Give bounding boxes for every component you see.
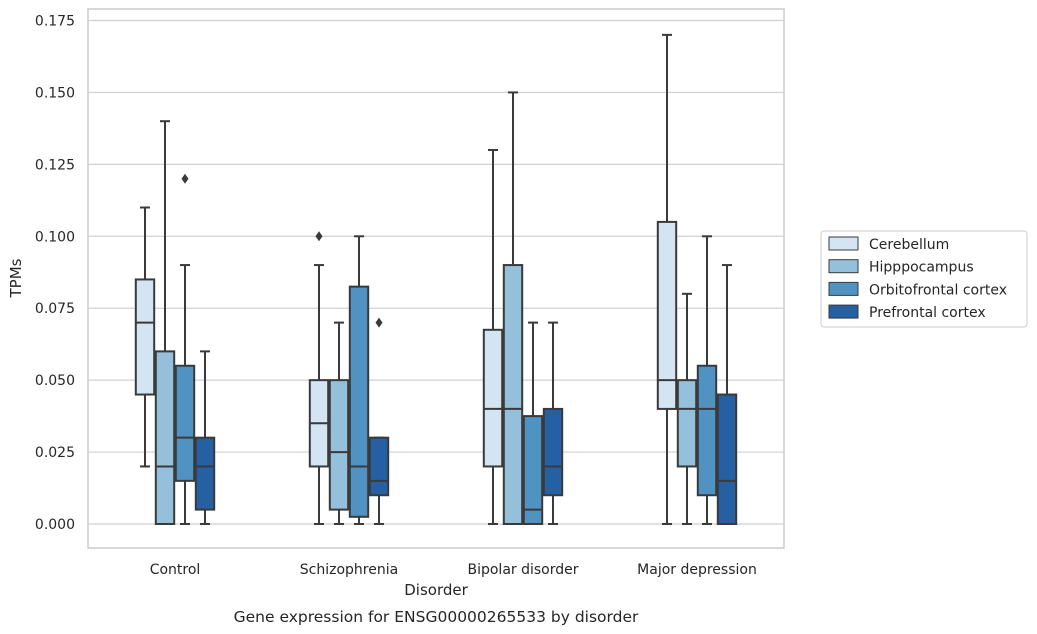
outlier-point <box>375 317 383 328</box>
y-axis-ticks: 0.000 0.025 0.050 0.075 0.100 0.125 0.150 0.175 <box>35 14 75 534</box>
x-tick-label: Control <box>150 562 201 578</box>
box-body <box>696 364 718 497</box>
legend-swatch <box>828 304 859 319</box>
chart-caption: Gene expression for ENSG00000265533 by d… <box>234 608 639 626</box>
box-body <box>502 264 524 525</box>
box-orbitofrontal-cortex <box>348 235 370 525</box>
legend-label: Prefrontal cortex <box>869 305 986 321</box>
legend-frame <box>820 230 1028 328</box>
box-prefrontal-cortex <box>194 350 216 525</box>
outlier-point <box>315 231 323 242</box>
box-body <box>482 328 504 468</box>
y-tick-label: 0.150 <box>35 85 75 101</box>
x-tick-label: Schizophrenia <box>300 562 398 578</box>
box-body <box>348 285 370 518</box>
box-prefrontal-cortex <box>716 264 738 525</box>
legend: Cerebellum Hipppocampus Orbitofrontal cort… <box>820 230 1028 328</box>
box-cerebellum <box>308 231 330 525</box>
y-tick-label: 0.125 <box>35 157 75 173</box>
y-axis-title: TPMs <box>7 258 25 298</box>
y-tick-label: 0.050 <box>35 373 75 389</box>
y-tick-label: 0.100 <box>35 229 75 245</box>
box-body <box>174 364 196 482</box>
box-hipppocampus <box>328 321 350 525</box>
box-orbitofrontal-cortex <box>522 321 544 526</box>
x-tick-label: Bipolar disorder <box>467 562 578 578</box>
legend-swatch <box>828 281 859 296</box>
box-cerebellum <box>656 33 678 525</box>
x-tick-label: Major depression <box>637 562 757 578</box>
box-orbitofrontal-cortex <box>174 173 196 525</box>
legend-label: Orbitofrontal cortex <box>869 282 1007 298</box>
box-series <box>134 33 738 526</box>
box-body <box>368 436 390 497</box>
legend-label: Cerebellum <box>869 237 949 253</box>
x-axis-ticks: Control Schizophrenia Bipolar disorder Majo… <box>150 562 757 578</box>
x-axis-title: Disorder <box>404 581 468 599</box>
legend-label: Hipppocampus <box>869 260 974 276</box>
y-tick-label: 0.075 <box>35 301 75 317</box>
box-orbitofrontal-cortex <box>696 235 718 525</box>
box-hipppocampus <box>502 91 524 525</box>
legend-items: Cerebellum Hipppocampus Orbitofrontal cort… <box>828 236 1007 321</box>
box-hipppocampus <box>676 292 698 525</box>
y-tick-label: 0.025 <box>35 445 75 461</box>
box-body <box>328 379 350 511</box>
box-prefrontal-cortex <box>368 317 390 525</box>
box-body <box>194 436 216 511</box>
box-body <box>656 220 678 410</box>
box-prefrontal-cortex <box>542 321 564 525</box>
box-cerebellum <box>134 206 156 468</box>
box-body <box>134 278 156 396</box>
y-tick-label: 0.000 <box>35 517 75 533</box>
box-body <box>716 393 738 525</box>
box-body <box>154 350 176 525</box>
box-hipppocampus <box>154 120 176 525</box>
box-body <box>676 379 698 468</box>
plot-frame <box>87 8 785 549</box>
legend-swatch <box>828 259 859 274</box>
y-tick-label: 0.175 <box>35 14 75 30</box>
box-cerebellum <box>482 148 504 525</box>
legend-swatch <box>828 236 859 251</box>
box-body <box>542 407 564 497</box>
outlier-point <box>181 173 189 184</box>
box-body <box>522 415 544 526</box>
